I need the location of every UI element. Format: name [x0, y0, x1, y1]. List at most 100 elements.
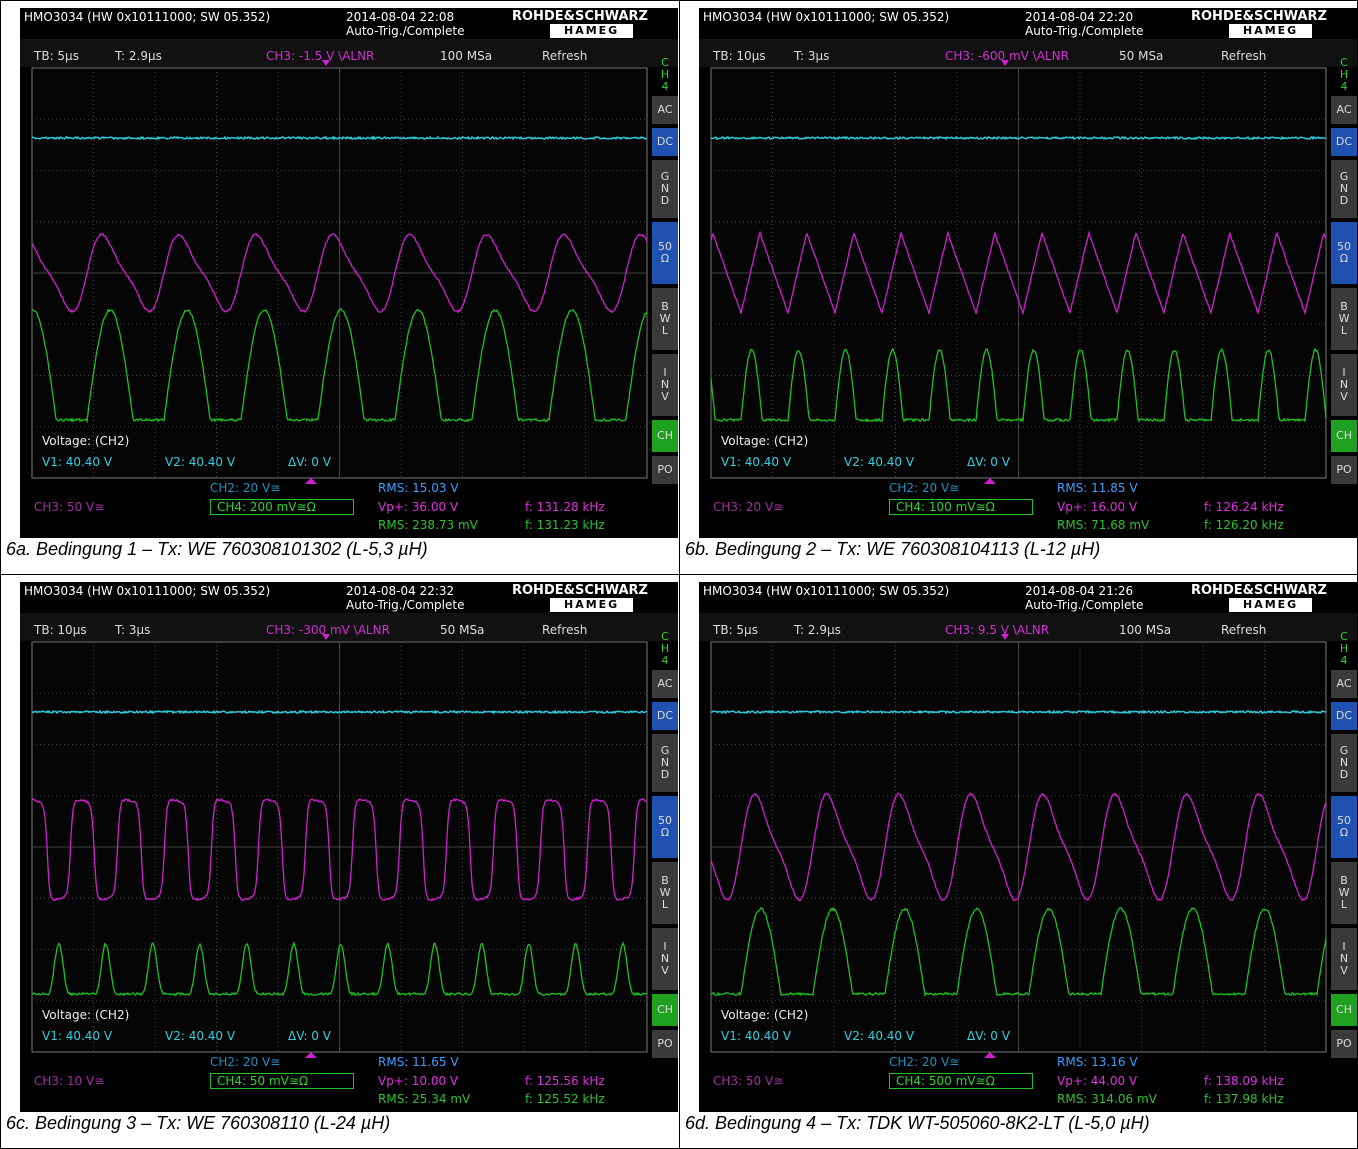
table-border	[0, 0, 1358, 1]
cursor-marker	[305, 1052, 317, 1058]
f-ch4: f: 137.98 kHz	[1204, 1092, 1284, 1106]
caption: 6c. Bedingung 3 – Tx: WE 760308110 (L-24…	[6, 1113, 390, 1134]
side-button: GND	[1331, 734, 1357, 792]
caption: 6b. Bedingung 2 – Tx: WE 760308104113 (L…	[685, 539, 1100, 560]
model: HMO3034 (HW 0x10111000; SW 05.352)	[24, 10, 270, 24]
ch3: CH3: 50 V≅	[713, 1074, 783, 1088]
side-button: CH	[1331, 420, 1357, 452]
rms-ch4: RMS: 238.73 mV	[378, 518, 478, 532]
scope-display	[20, 8, 678, 538]
trigger-mode: Auto-Trig./Complete	[346, 598, 464, 612]
dv: ΔV: 0 V	[967, 455, 1010, 469]
dv: ΔV: 0 V	[288, 455, 331, 469]
side-button: AC	[1331, 96, 1357, 124]
side-button-label: DC	[1336, 710, 1352, 722]
brand: ROHDE&SCHWARZ	[1191, 584, 1327, 598]
side-button: DC	[1331, 128, 1357, 156]
side-button-label: CH	[1336, 1004, 1352, 1016]
side-button-label: BWL	[1339, 875, 1350, 911]
figure-page: HMO3034 (HW 0x10111000; SW 05.352) 2014-0…	[0, 0, 1358, 1149]
v2: V2: 40.40 V	[844, 455, 914, 469]
ch4: CH4: 100 mV≅Ω	[889, 499, 1033, 515]
side-button-label: INV	[661, 941, 669, 977]
side-button-label: CH	[1336, 430, 1352, 442]
title: Voltage: (CH2)	[721, 434, 808, 448]
side-button: 50 Ω	[652, 796, 678, 858]
rms-ch2: RMS: 11.85 V	[1057, 481, 1138, 495]
model: HMO3034 (HW 0x10111000; SW 05.352)	[703, 584, 949, 598]
trigger-time: T: 3µs	[794, 49, 829, 63]
side-button-label: AC	[1336, 678, 1351, 690]
ch2: CH2: 20 V≅	[210, 481, 280, 495]
trigger: CH3: -300 mV \ALNR	[266, 623, 390, 637]
side-button-label: GND	[1340, 745, 1349, 781]
ch4: CH4: 200 mV≅Ω	[210, 499, 354, 515]
side-channel: CH4	[652, 632, 678, 666]
side-button-label: DC	[657, 710, 673, 722]
ch3: CH3: 50 V≅	[34, 500, 104, 514]
side-channel-label: CH4	[661, 57, 669, 93]
ch3: CH3: 20 V≅	[713, 500, 783, 514]
sample-rate: 100 MSa	[440, 49, 492, 63]
side-button-label: AC	[1336, 104, 1351, 116]
side-button-label: BWL	[1339, 301, 1350, 337]
scope-display	[699, 8, 1357, 538]
side-button-label: INV	[1340, 367, 1348, 403]
side-channel: CH4	[1331, 58, 1357, 92]
side-button: DC	[652, 128, 678, 156]
title: Voltage: (CH2)	[42, 434, 129, 448]
rms-ch2: RMS: 11.65 V	[378, 1055, 459, 1069]
v1: V1: 40.40 V	[42, 1029, 112, 1043]
trigger: CH3: 9.5 V \ALNR	[945, 623, 1049, 637]
side-button: INV	[1331, 928, 1357, 990]
ch3: CH3: 10 V≅	[34, 1074, 104, 1088]
side-button: AC	[652, 670, 678, 698]
side-button: BWL	[1331, 862, 1357, 924]
scope-screenshot: HMO3034 (HW 0x10111000; SW 05.352)2014-0…	[699, 582, 1357, 1112]
side-button: BWL	[652, 862, 678, 924]
ch4: CH4: 50 mV≅Ω	[210, 1073, 354, 1089]
side-button-label: CH	[657, 1004, 673, 1016]
side-button-label: 50 Ω	[658, 815, 672, 839]
side-button-label: PO	[657, 464, 672, 476]
side-button: 50 Ω	[1331, 222, 1357, 284]
timebase: TB: 5µs	[34, 49, 79, 63]
side-button-label: INV	[661, 367, 669, 403]
title: Voltage: (CH2)	[42, 1008, 129, 1022]
f-ch3: f: 125.56 kHz	[525, 1074, 605, 1088]
v2: V2: 40.40 V	[844, 1029, 914, 1043]
side-button-label: PO	[1336, 464, 1351, 476]
v1: V1: 40.40 V	[721, 455, 791, 469]
table-border	[0, 574, 1358, 575]
side-button: 50 Ω	[652, 222, 678, 284]
timebase: TB: 5µs	[713, 623, 758, 637]
side-button-label: GND	[1340, 171, 1349, 207]
side-button-label: AC	[657, 104, 672, 116]
title: Voltage: (CH2)	[721, 1008, 808, 1022]
timebase: TB: 10µs	[34, 623, 87, 637]
side-button-label: 50 Ω	[1337, 241, 1351, 265]
sample-rate: 50 MSa	[440, 623, 484, 637]
mode: Refresh	[1221, 623, 1266, 637]
rms-ch4: RMS: 71.68 mV	[1057, 518, 1149, 532]
side-button: GND	[652, 160, 678, 218]
trigger-mode: Auto-Trig./Complete	[1025, 24, 1143, 38]
side-button-label: AC	[657, 678, 672, 690]
cursor-marker	[984, 478, 996, 484]
side-button: DC	[1331, 702, 1357, 730]
trigger: CH3: -600 mV \ALNR	[945, 49, 1069, 63]
f-ch3: f: 138.09 kHz	[1204, 1074, 1284, 1088]
trigger-time: T: 2.9µs	[794, 623, 841, 637]
datetime: 2014-08-04 22:32	[346, 584, 454, 598]
side-button: CH	[652, 994, 678, 1026]
f-ch4: f: 125.52 kHz	[525, 1092, 605, 1106]
ch2: CH2: 20 V≅	[210, 1055, 280, 1069]
cursor-marker	[984, 1052, 996, 1058]
v2: V2: 40.40 V	[165, 455, 235, 469]
scope-screenshot: HMO3034 (HW 0x10111000; SW 05.352)2014-0…	[699, 8, 1357, 538]
f-ch4: f: 131.23 kHz	[525, 518, 605, 532]
vp-ch3: Vp+: 10.00 V	[378, 1074, 458, 1088]
mode: Refresh	[1221, 49, 1266, 63]
side-button: INV	[652, 354, 678, 416]
side-button-label: GND	[661, 745, 670, 781]
